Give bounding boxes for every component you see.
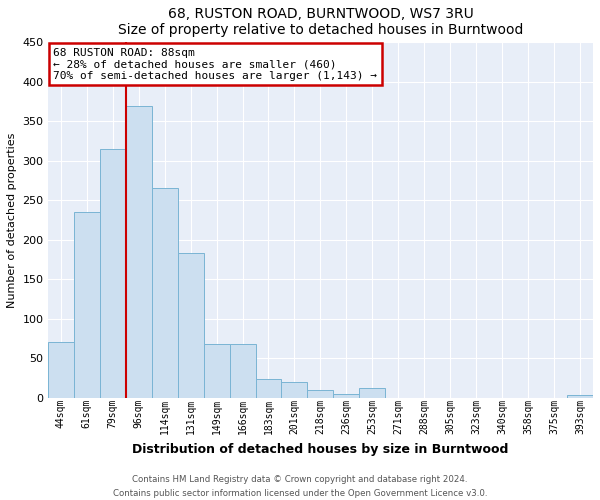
Text: Contains HM Land Registry data © Crown copyright and database right 2024.
Contai: Contains HM Land Registry data © Crown c… (113, 476, 487, 498)
Y-axis label: Number of detached properties: Number of detached properties (7, 132, 17, 308)
Bar (281, 382, 307, 398)
Bar (230, 344, 256, 398)
Bar (359, 388, 385, 398)
Bar (48, 342, 74, 398)
Bar (203, 344, 230, 398)
X-axis label: Distribution of detached houses by size in Burntwood: Distribution of detached houses by size … (132, 442, 509, 456)
Bar (74, 212, 100, 398)
Text: 68 RUSTON ROAD: 88sqm
← 28% of detached houses are smaller (460)
70% of semi-det: 68 RUSTON ROAD: 88sqm ← 28% of detached … (53, 48, 377, 81)
Bar (178, 253, 203, 398)
Bar (567, 395, 593, 398)
Bar (152, 188, 178, 398)
Bar (307, 390, 334, 398)
Bar (334, 394, 359, 398)
Title: 68, RUSTON ROAD, BURNTWOOD, WS7 3RU
Size of property relative to detached houses: 68, RUSTON ROAD, BURNTWOOD, WS7 3RU Size… (118, 7, 523, 37)
Bar (256, 380, 281, 398)
Bar (100, 149, 125, 398)
Bar (125, 106, 152, 398)
